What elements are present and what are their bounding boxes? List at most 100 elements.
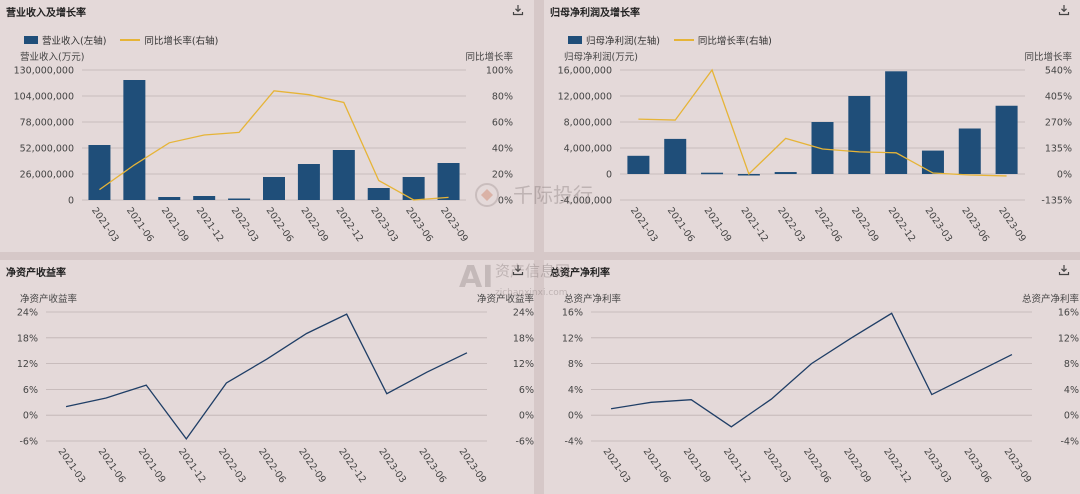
right-tick-label: 0% [1057, 170, 1072, 181]
right-tick-label: 20% [492, 170, 513, 181]
legend-bar-label[interactable]: 营业收入(左轴) [42, 36, 107, 47]
right-axis-unit: 总资产净利率 [1022, 293, 1080, 305]
category-label: 2022-09 [296, 446, 328, 485]
category-label: 2022-03 [761, 446, 793, 485]
bar [958, 128, 981, 174]
left-tick-label: 8% [568, 359, 583, 370]
left-tick-label: 0 [68, 196, 74, 207]
roa-chart: 总资产净利率 总资产净利率 -4% -4% 0% 0% 4% 4% 8% 8% 12% 12% 16% 1… [562, 293, 1080, 485]
download-icon[interactable] [512, 4, 524, 16]
ratio-line [65, 313, 468, 440]
right-tick-label: -4% [1061, 437, 1080, 448]
category-label: 2023-03 [376, 446, 408, 485]
bar [158, 197, 181, 200]
left-tick-label: 12,000,000 [558, 92, 612, 103]
panel-title: 营业收入及增长率 [6, 8, 86, 19]
left-axis-unit: 归母净利润(万元) [564, 51, 638, 63]
right-tick-label: 12% [1058, 333, 1079, 344]
right-axis-unit: 净资产收益率 [477, 293, 534, 305]
right-tick-label: 0% [498, 196, 513, 207]
category-label: 2021-09 [136, 446, 168, 485]
category-label: 2021-12 [738, 205, 770, 244]
category-label: 2022-03 [775, 205, 807, 244]
category-label: 2022-09 [298, 205, 330, 244]
right-tick-label: 12% [513, 359, 534, 370]
category-label: 2023-03 [922, 205, 954, 244]
left-tick-label: 0% [23, 411, 38, 422]
left-tick-label: 26,000,000 [20, 170, 74, 181]
category-label: 2021-06 [665, 205, 697, 244]
left-tick-label: 104,000,000 [14, 92, 74, 103]
category-label: 2022-06 [264, 205, 296, 244]
panel-title: 总资产净利率 [550, 268, 610, 279]
category-label: 2021-06 [96, 446, 128, 485]
right-axis-unit: 同比增长率 [465, 51, 513, 63]
legend-bar-label[interactable]: 归母净利润(左轴) [586, 36, 660, 47]
left-tick-label: 16% [562, 308, 583, 319]
category-label: 2022-12 [881, 446, 913, 485]
legend-line-swatch [673, 39, 694, 41]
right-tick-label: 60% [492, 118, 513, 129]
download-icon[interactable] [1058, 264, 1070, 276]
left-tick-label: 4% [568, 385, 583, 396]
category-label: 2021-12 [194, 205, 226, 244]
net-profit-panel: 归母净利润及增长率 归母净利润(左轴) 同比增长率(右轴) 归母净利润(万元) 同… [544, 0, 1080, 252]
download-icon[interactable] [1058, 4, 1070, 16]
category-label: 2021-03 [628, 205, 660, 244]
left-axis-unit: 净资产收益率 [20, 293, 78, 305]
panel-title: 净资产收益率 [6, 268, 66, 279]
right-tick-label: -6% [516, 437, 535, 448]
bar [627, 155, 650, 174]
right-tick-label: 40% [492, 144, 513, 155]
category-label: 2022-03 [229, 205, 261, 244]
category-label: 2021-03 [56, 446, 88, 485]
bar [123, 80, 146, 200]
bar [193, 196, 216, 200]
left-axis-unit: 营业收入(万元) [20, 51, 84, 63]
category-label: 2022-12 [336, 446, 368, 485]
bar [921, 150, 944, 174]
left-tick-label: 18% [17, 333, 38, 344]
category-label: 2023-09 [1001, 446, 1033, 485]
category-label: 2023-03 [368, 205, 400, 244]
roe-panel: 净资产收益率 净资产收益率 净资产收益率 -6% -6% 0% 0% 6% 6% 12% 12% 1… [0, 260, 534, 494]
category-label: 2023-06 [961, 446, 993, 485]
roe-chart: 净资产收益率 净资产收益率 -6% -6% 0% 0% 6% 6% 12% 12% 18% 18% 24… [17, 293, 535, 485]
bar [297, 164, 320, 200]
chart-legend: 归母净利润(左轴) 同比增长率(右轴) [568, 33, 772, 47]
bar [88, 145, 111, 200]
category-label: 2022-03 [216, 446, 248, 485]
legend-line-label[interactable]: 同比增长率(右轴) [697, 36, 772, 47]
bar [228, 198, 251, 200]
legend-bar-swatch [568, 36, 582, 44]
left-tick-label: 12% [562, 333, 583, 344]
category-label: 2022-06 [256, 446, 288, 485]
right-tick-label: 100% [486, 66, 513, 77]
right-tick-label: 270% [1045, 118, 1072, 129]
revenue-panel: 营业收入及增长率 营业收入(左轴) 同比增长率(右轴) 营业收入(万元) 同比增长… [0, 0, 534, 252]
legend-line-label[interactable]: 同比增长率(右轴) [144, 36, 219, 47]
category-label: 2023-06 [416, 446, 448, 485]
right-tick-label: 135% [1045, 144, 1072, 155]
category-label: 2021-09 [159, 205, 191, 244]
right-tick-label: 405% [1045, 92, 1072, 103]
left-tick-label: 130,000,000 [14, 66, 74, 77]
category-label: 2021-03 [89, 205, 121, 244]
category-label: 2021-09 [702, 205, 734, 244]
left-tick-label: 4,000,000 [564, 144, 612, 155]
left-axis-unit: 总资产净利率 [564, 293, 622, 305]
left-tick-label: 0 [606, 170, 612, 181]
right-tick-label: -135% [1041, 196, 1072, 207]
right-axis-unit: 同比增长率 [1024, 51, 1072, 63]
download-icon[interactable] [512, 264, 524, 276]
left-tick-label: 8,000,000 [564, 118, 612, 129]
left-tick-label: 24% [17, 308, 38, 319]
category-label: 2021-06 [124, 205, 156, 244]
bar [332, 150, 355, 200]
net-profit-chart: 归母净利润(万元) 同比增长率 -4,000,000 -135% 0 0% 4,000,00… [558, 51, 1073, 244]
right-tick-label: 540% [1045, 66, 1072, 77]
left-tick-label: -4,000,000 [560, 196, 612, 207]
category-label: 2022-12 [886, 205, 918, 244]
left-tick-label: -6% [20, 437, 39, 448]
chart-legend: 营业收入(左轴) 同比增长率(右轴) [24, 33, 218, 47]
